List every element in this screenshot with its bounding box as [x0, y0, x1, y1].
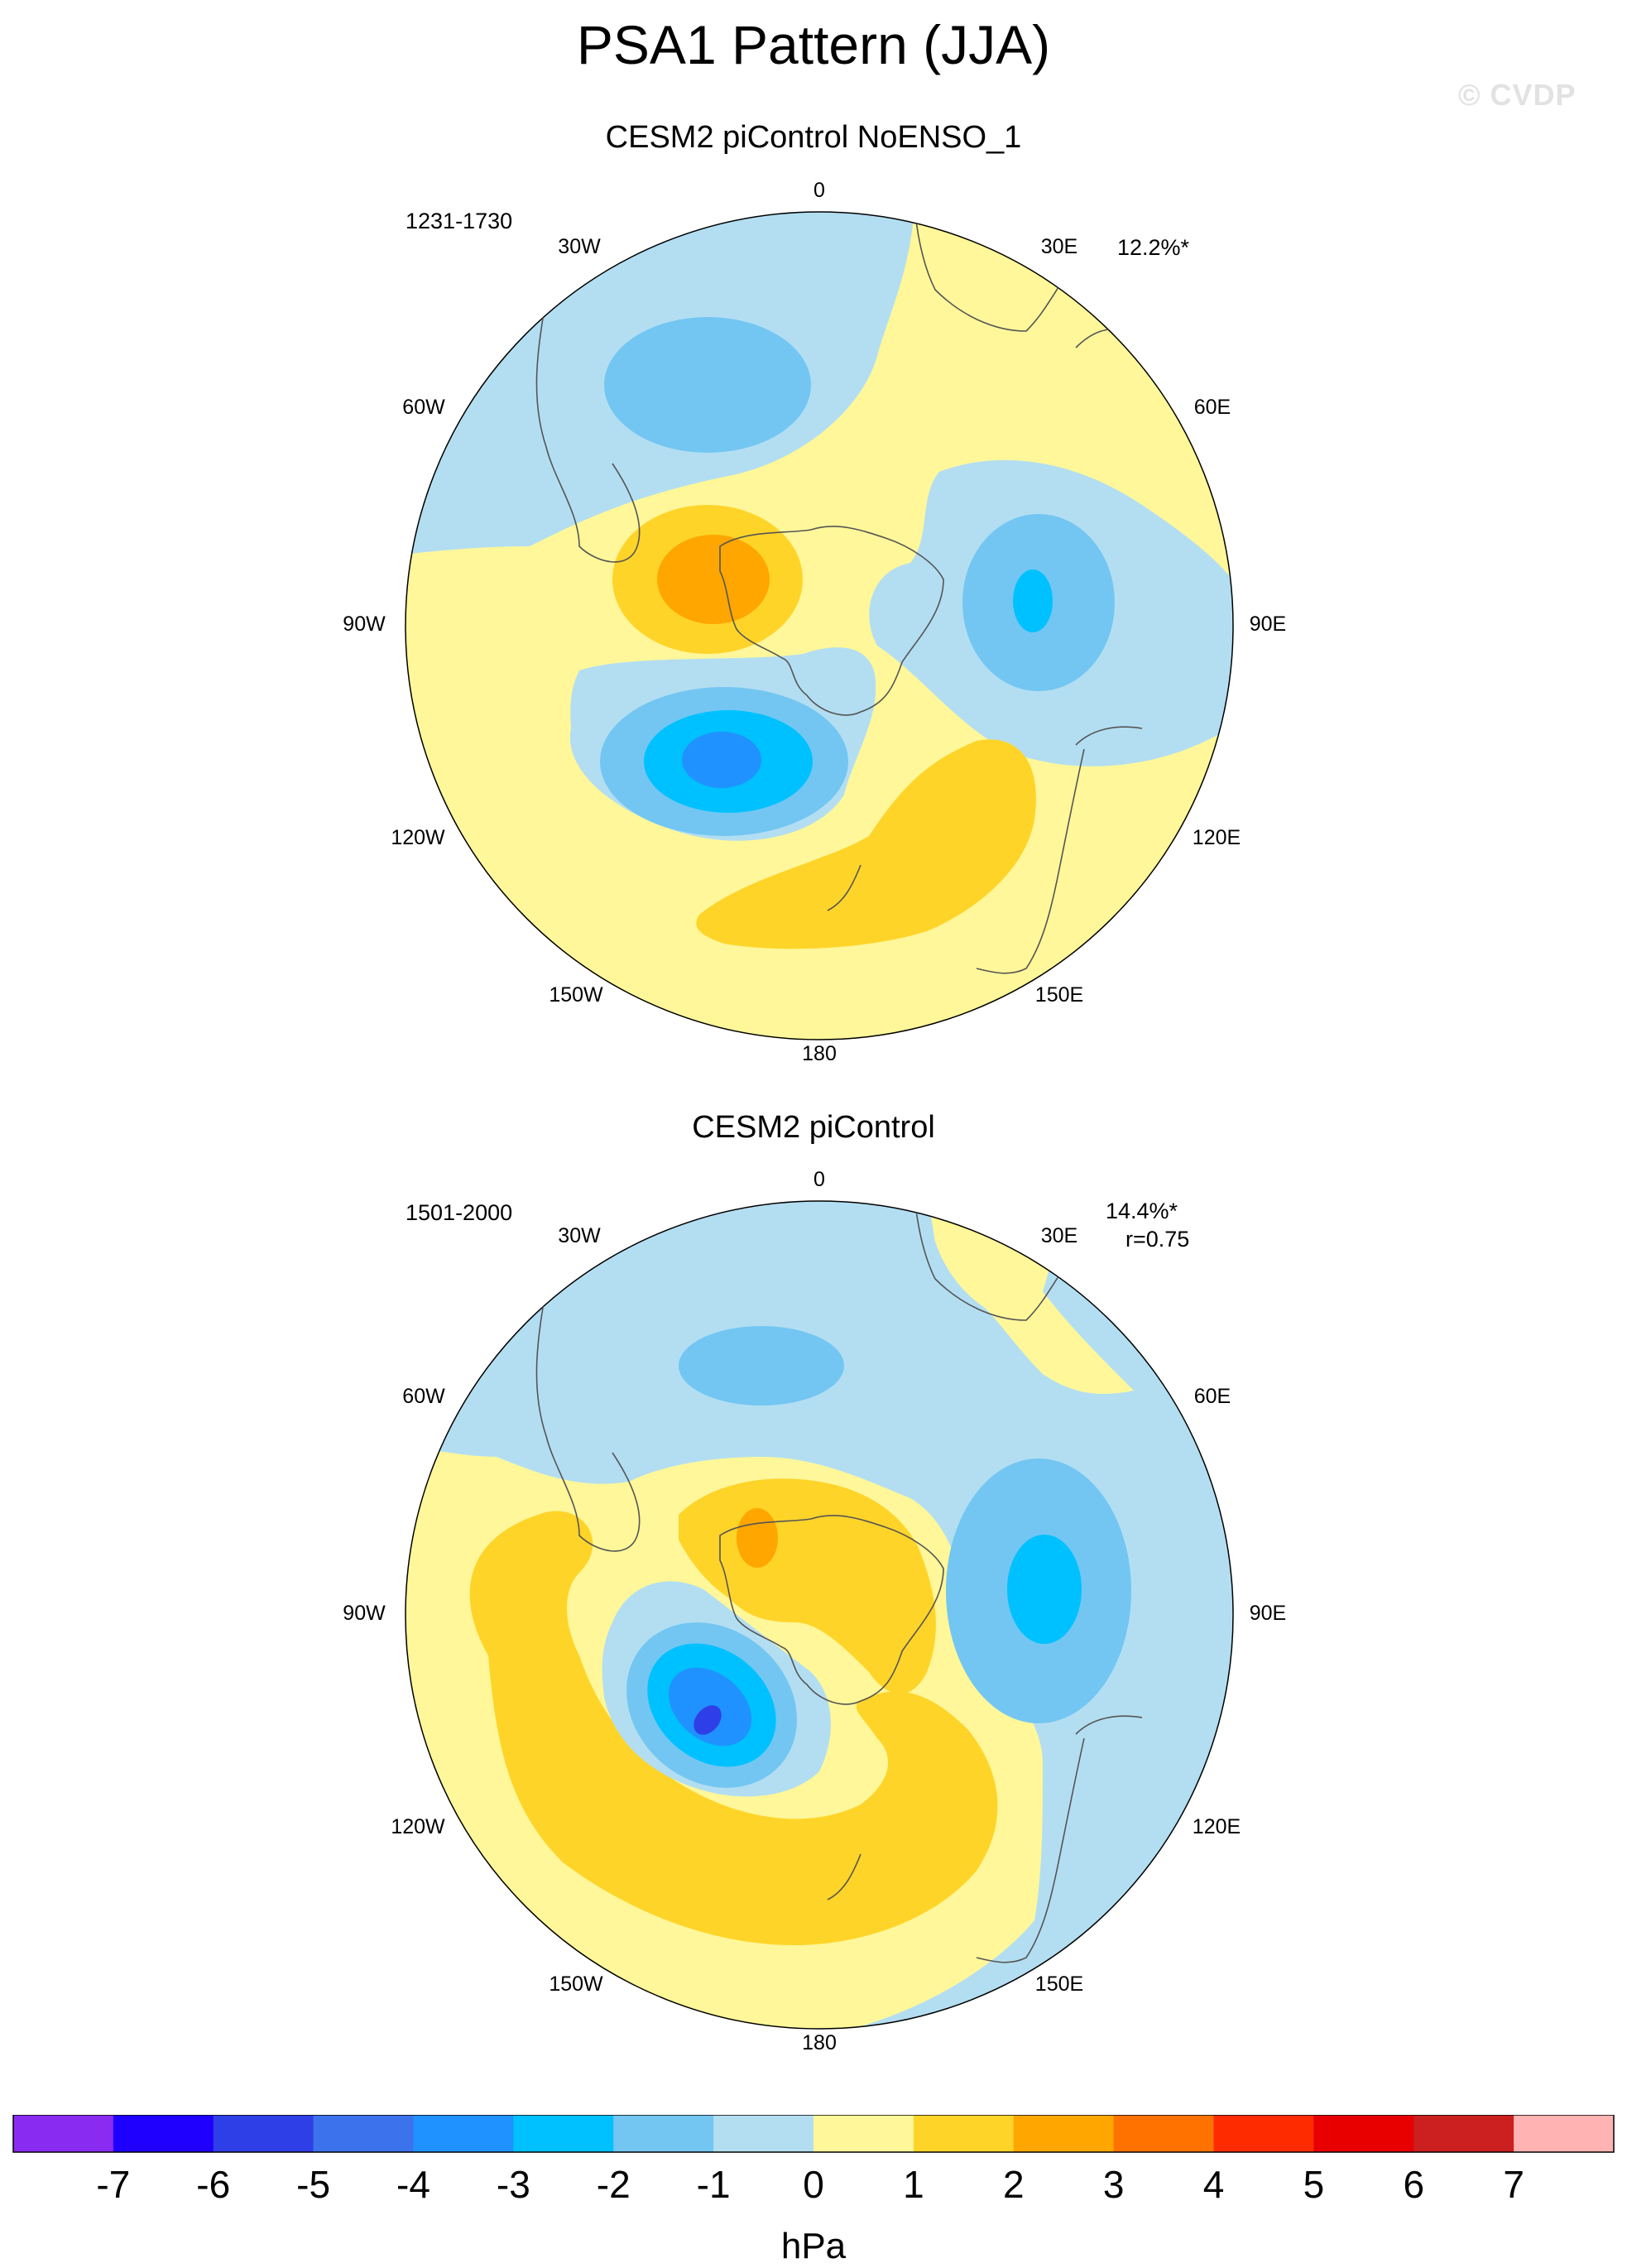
- colorbar-tick-label: -2: [596, 2163, 631, 2206]
- coastline-africa: [914, 1201, 1068, 1321]
- colorbar-swatch: [13, 2115, 114, 2152]
- lon-label-120e: 120E: [1193, 826, 1241, 849]
- colorbar-tick-label: 2: [1002, 2163, 1025, 2206]
- lon-label-180: 180: [802, 2031, 837, 2054]
- contour-pos2-peninsula: [737, 1508, 778, 1568]
- colorbar-swatch: [1113, 2115, 1214, 2152]
- colorbar-tick-label: 6: [1403, 2163, 1425, 2206]
- coastline-australia: [827, 1715, 1143, 1963]
- lon-label-0: 0: [814, 1168, 825, 1191]
- colorbar-swatch: [713, 2115, 814, 2152]
- colorbar-tick-label: 4: [1202, 2163, 1225, 2206]
- panel-2-title: CESM2 piControl: [692, 1110, 935, 1145]
- lon-label-90w: 90W: [343, 1602, 386, 1625]
- panel-1-years: 1231-1730: [406, 209, 513, 233]
- coastline-africa: [914, 212, 1068, 332]
- lon-label-150w: 150W: [549, 983, 603, 1007]
- colorbar-tick-label: 5: [1303, 2163, 1325, 2206]
- colorbar-tick-label: -4: [396, 2163, 430, 2206]
- colorbar-tick-label: 0: [803, 2163, 824, 2206]
- panel-2-years: 1501-2000: [406, 1200, 513, 1225]
- lon-label-120w: 120W: [391, 1815, 445, 1838]
- colorbar-swatch: [1514, 2115, 1615, 2152]
- colorbar-tick-label: -6: [196, 2163, 231, 2206]
- colorbar-tick-label: 7: [1503, 2163, 1524, 2206]
- lon-label-150e: 150E: [1035, 983, 1083, 1007]
- cvdp-watermark: © CVDP: [1458, 78, 1577, 112]
- coastline-antarctica: [719, 526, 944, 716]
- contour-neg3-indian: [1007, 1535, 1082, 1644]
- lon-label-120w: 120W: [391, 826, 445, 849]
- colorbar-tick-label: 1: [903, 2163, 924, 2206]
- colorbar-tick-label: 3: [1102, 2163, 1125, 2206]
- panel-2-pct-variance: 14.4%*: [1106, 1199, 1178, 1223]
- coastline-antarctica: [719, 1515, 944, 1705]
- colorbar-swatch: [1413, 2115, 1514, 2152]
- coastline-australia: [827, 726, 1143, 974]
- colorbar-tick-label: -7: [96, 2163, 131, 2206]
- lon-label-30e: 30E: [1041, 235, 1077, 258]
- lon-label-60w: 60W: [402, 396, 445, 419]
- colorbar-swatch: [513, 2115, 614, 2152]
- lon-label-0: 0: [814, 179, 825, 202]
- lon-label-30e: 30E: [1041, 1224, 1077, 1247]
- contour-pos1-australia: [696, 739, 1036, 949]
- panel-1-title: CESM2 piControl NoENSO_1: [605, 120, 1022, 155]
- panel-2-pattern-correlation: r=0.75: [1125, 1227, 1190, 1252]
- colorbar-swatch: [113, 2115, 214, 2152]
- contour-neg5-amundsen: [694, 1705, 722, 1735]
- lon-label-90e: 90E: [1250, 613, 1286, 636]
- figure-title: PSA1 Pattern (JJA): [576, 14, 1051, 75]
- panel-1-polar-map: 0 30E 60E 90E 120E 150E 180 150W 120W 90…: [343, 179, 1286, 1065]
- panel-2-map-boundary: [405, 1200, 1234, 2030]
- lon-label-30w: 30W: [558, 235, 601, 258]
- contour-pos1-horseshoe: [469, 1511, 998, 1945]
- colorbar-swatch: [1013, 2115, 1115, 2152]
- contour-neg4-amundsen: [682, 732, 761, 788]
- panel-2-coastlines: [535, 1201, 1143, 1963]
- contour-0-to-1-ne: [927, 1201, 1134, 1394]
- panel-1-pct-variance: 12.2%*: [1117, 235, 1190, 260]
- colorbar-swatch: [213, 2115, 314, 2152]
- colorbar-swatch: [613, 2115, 714, 2152]
- lon-label-150e: 150E: [1035, 1972, 1083, 1996]
- contour-neg2-atlantic: [679, 1326, 844, 1405]
- panel-1-contour-field: [406, 212, 1233, 1040]
- lon-label-180: 180: [802, 1042, 837, 1065]
- lon-label-30w: 30W: [558, 1224, 601, 1247]
- colorbar-swatch: [1313, 2115, 1414, 2152]
- colorbar-tick-label: -1: [696, 2163, 731, 2206]
- colorbar-swatch: [814, 2115, 914, 2152]
- colorbar-border: [12, 2115, 1615, 2153]
- colorbar-swatch: [1213, 2115, 1314, 2152]
- lon-label-90w: 90W: [343, 613, 386, 636]
- coastline-south-america: [535, 297, 641, 563]
- lon-label-90e: 90E: [1250, 1602, 1286, 1625]
- panel-2-polar-map: 0 30E 60E 90E 120E 150E 180 150W 120W 90…: [343, 1168, 1286, 2054]
- lon-label-120e: 120E: [1193, 1815, 1241, 1838]
- lon-label-60e: 60E: [1194, 1385, 1231, 1408]
- panel-1-map-boundary: [405, 211, 1234, 1040]
- lon-label-60e: 60E: [1194, 396, 1231, 419]
- colorbar-swatch: [313, 2115, 414, 2152]
- contour-neg2-atlantic: [604, 317, 811, 453]
- colorbar-tick-label: -3: [496, 2163, 530, 2206]
- colorbar-tick-label: -5: [296, 2163, 331, 2206]
- panel-1-coastlines: [535, 212, 1143, 974]
- colorbar-swatch: [413, 2115, 514, 2152]
- coastline-south-america: [535, 1286, 641, 1552]
- lon-label-150w: 150W: [549, 1972, 603, 1996]
- lon-label-60w: 60W: [402, 1385, 445, 1408]
- contour-pos2-peninsula: [657, 535, 770, 624]
- panel-2-contour-field: [406, 1201, 1233, 2029]
- contour-neg3-indian: [1013, 569, 1053, 632]
- colorbar-units: hPa: [780, 2226, 847, 2266]
- colorbar: [12, 2115, 1615, 2153]
- colorbar-swatch: [913, 2115, 1015, 2152]
